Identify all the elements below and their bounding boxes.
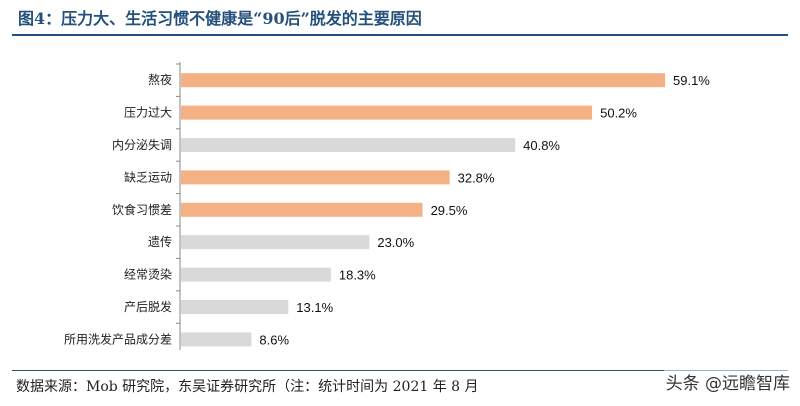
value-label: 50.2% [600,106,637,121]
value-label: 23.0% [377,235,414,250]
category-label: 遗传 [148,234,172,249]
category-label: 饮食习惯差 [112,202,172,217]
value-label: 29.5% [431,203,468,218]
bar [181,202,423,217]
bar-chart: 熬夜 59.1% 压力过大 50.2% 内分泌失调 40.8% 缺乏运动 32.8% 饮食习惯差… [64,62,710,350]
source-note: 数据来源：Mob 研究院，东吴证券研究所（注：统计时间为 2021 年 8 月 [16,379,479,395]
bar [181,170,450,185]
bar [181,138,516,152]
value-label: 40.8% [523,138,560,153]
value-label: 59.1% [673,73,710,88]
bar [181,235,370,250]
value-label: 32.8% [458,170,495,185]
category-label: 经常烫染 [124,267,172,282]
bar [181,332,252,347]
bar [181,300,289,314]
bar [181,267,331,282]
value-label: 13.1% [296,300,333,315]
category-label: 内分泌失调 [112,137,172,152]
footer-divider [12,370,788,371]
category-label: 熬夜 [148,72,172,87]
bar-group: 熬夜 59.1% 压力过大 50.2% 内分泌失调 40.8% 缺乏运动 32.8% 饮食习惯差… [64,63,710,347]
bar [181,105,593,120]
title-divider [12,34,788,36]
category-label: 产后脱发 [124,299,172,314]
figure-title: 图4：压力大、生活习惯不健康是“90后”脱发的主要原因 [18,9,422,28]
bar [181,73,665,88]
watermark: 头条 @远瞻智库 [663,368,792,400]
value-label: 8.6% [259,332,289,347]
value-label: 18.3% [339,268,376,283]
category-label: 压力过大 [124,106,172,120]
category-label: 缺乏运动 [124,169,172,184]
category-label: 所用洗发产品成分差 [64,331,172,346]
